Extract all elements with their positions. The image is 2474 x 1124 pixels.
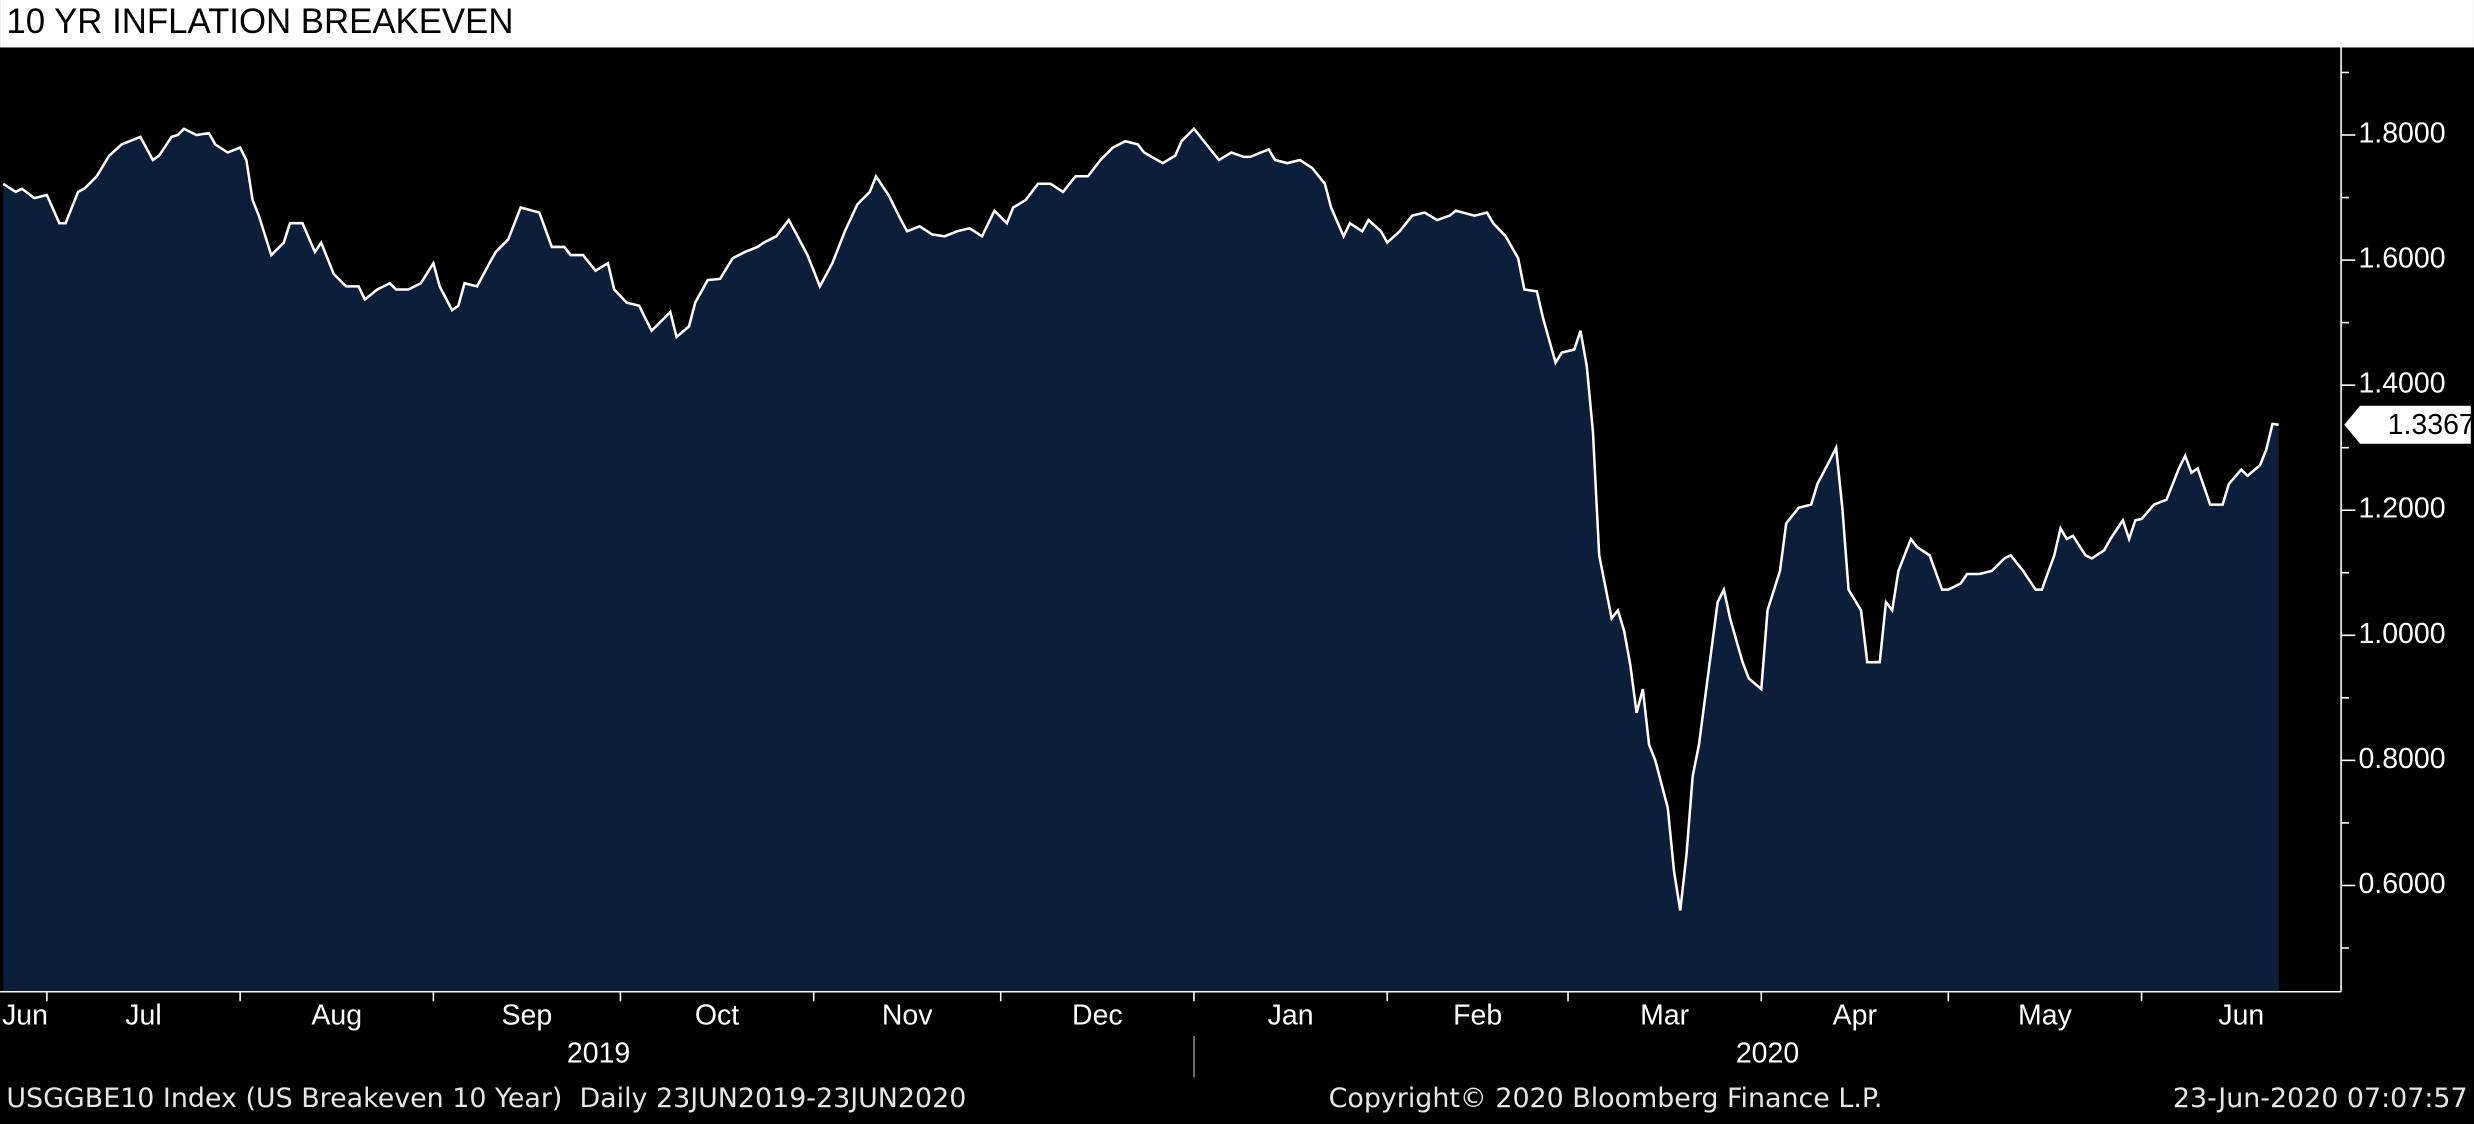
x-tick-label: Jan [1268,1000,1314,1032]
x-tick-label: Jun [2,1000,48,1032]
x-tick-label: Aug [311,1000,362,1032]
y-tick-label: 1.2000 [2358,493,2445,525]
last-value-box [2344,405,2471,444]
year-label: 2019 [567,1038,630,1070]
x-tick-label: Oct [695,1000,739,1032]
y-tick-label: 0.6000 [2358,868,2445,900]
last-value-label: 1.3367 [2388,409,2474,441]
chart-title: 10 YR INFLATION BREAKEVEN [6,3,513,41]
title-strip [0,0,2474,48]
y-tick-label: 1.8000 [2358,118,2445,150]
x-tick-label: Jun [2218,1000,2264,1032]
y-tick-label: 1.6000 [2358,243,2445,275]
footer-left: USGGBE10 Index (US Breakeven 10 Year) Da… [6,1083,966,1114]
footer-right: 23-Jun-2020 07:07:57 [2173,1083,2468,1114]
y-tick-label: 1.0000 [2358,618,2445,650]
year-label: 2020 [1736,1038,1799,1070]
x-tick-label: Sep [502,1000,553,1032]
x-tick-label: Nov [882,1000,933,1032]
x-tick-label: Dec [1072,1000,1123,1032]
area-fill [3,128,2279,992]
x-tick-label: May [2018,1000,2073,1032]
x-tick-label: Mar [1640,1000,1689,1032]
y-tick-label: 0.8000 [2358,743,2445,775]
y-tick-label: 1.4000 [2358,368,2445,400]
x-tick-label: Jul [125,1000,161,1032]
line [2,126,2279,911]
x-tick-label: Apr [1833,1000,1877,1032]
x-tick-label: Feb [1453,1000,1502,1032]
footer-center: Copyright© 2020 Bloomberg Finance L.P. [1329,1083,1883,1114]
